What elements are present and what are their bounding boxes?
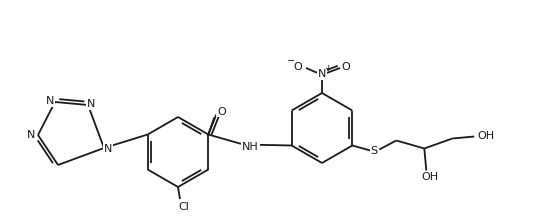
- Text: N: N: [318, 69, 326, 79]
- Text: O: O: [342, 62, 350, 72]
- Text: O: O: [294, 62, 302, 72]
- Text: OH: OH: [478, 131, 495, 140]
- Text: S: S: [371, 145, 378, 155]
- Text: N: N: [27, 130, 35, 140]
- Text: N: N: [46, 96, 54, 106]
- Text: +: +: [324, 63, 332, 73]
- Text: N: N: [87, 99, 95, 109]
- Text: N: N: [104, 144, 112, 154]
- Text: −: −: [287, 56, 295, 66]
- Text: O: O: [217, 107, 226, 116]
- Text: OH: OH: [422, 172, 439, 182]
- Text: NH: NH: [242, 141, 259, 152]
- Text: Cl: Cl: [179, 202, 190, 212]
